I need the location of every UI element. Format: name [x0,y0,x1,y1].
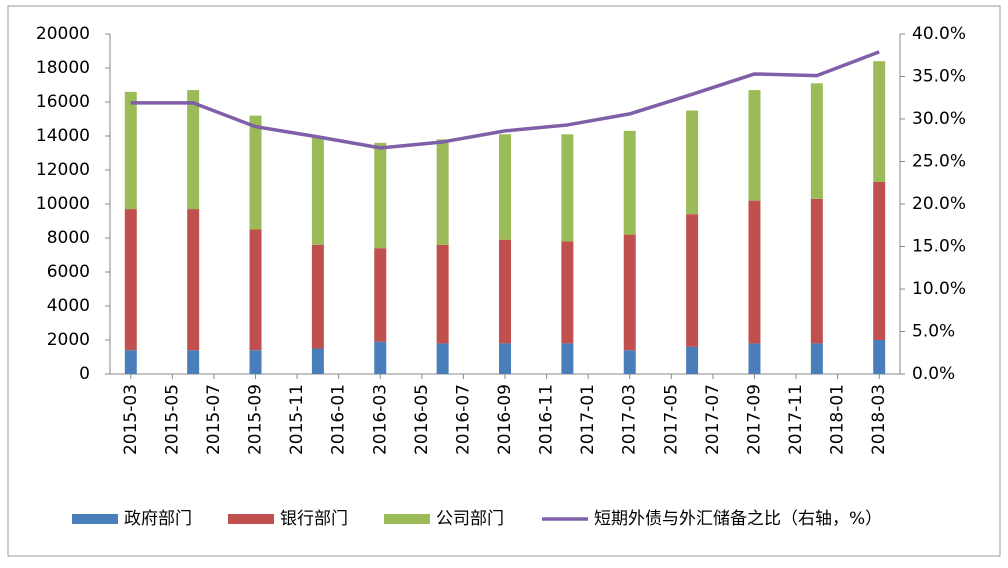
y2-tick-label: 20.0% [912,194,966,214]
legend-label: 银行部门 [280,509,348,529]
legend-label: 政府部门 [124,509,192,529]
y-tick-label: 10000 [36,194,90,214]
bar [499,343,511,374]
legend-swatch [72,514,118,524]
y-tick-label: 12000 [36,160,90,180]
bar [561,134,574,242]
y-tick-label: 6000 [47,262,90,282]
y2-tick-label: 5.0% [912,322,955,342]
bar [249,350,262,374]
bar [436,139,449,245]
bar [810,343,823,374]
bar [499,134,511,240]
x-tick-label: 2018-03 [869,384,889,455]
x-tick-label: 2017-09 [744,384,764,455]
y2-tick-label: 40.0% [912,24,966,44]
bar [623,234,636,351]
y-tick-label: 8000 [47,228,90,248]
x-tick-label: 2017-03 [620,384,640,455]
x-tick-label: 2016-09 [495,384,515,455]
y-tick-label: 14000 [36,126,90,146]
bar [374,248,387,342]
bar [311,137,324,245]
x-tick-label: 2015-05 [162,384,182,455]
y2-tick-label: 10.0% [912,279,966,299]
y-tick-label: 18000 [36,58,90,78]
bar [686,214,699,347]
y-tick-label: 4000 [47,296,90,316]
bar [748,343,761,374]
x-tick-label: 2015-03 [121,384,141,455]
bar [436,343,449,374]
bar [873,181,886,340]
bar [311,348,324,374]
bar [124,209,137,351]
bar [124,91,137,210]
bar [499,239,511,344]
bar [561,241,574,344]
y-tick-label: 2000 [47,330,90,350]
legend-label: 公司部门 [436,509,504,529]
x-tick-label: 2016-11 [537,384,557,455]
x-tick-label: 2017-11 [786,384,806,455]
bar [374,142,387,249]
bar [686,346,699,374]
legend-swatch [228,514,274,524]
y2-tick-label: 25.0% [912,152,966,172]
bar [187,350,200,374]
bar [623,130,636,235]
y-tick-label: 0 [79,364,90,384]
x-tick-label: 2016-07 [453,384,473,455]
x-tick-label: 2015-07 [204,384,224,455]
bar [187,209,200,351]
bar [873,61,886,182]
legend-label: 短期外债与外汇储备之比（右轴，%） [594,509,882,529]
bar [623,350,636,374]
bar [686,110,699,215]
bar [561,343,574,374]
line [130,50,880,150]
y2-tick-label: 30.0% [912,109,966,129]
bar [436,244,449,344]
bar [124,350,137,374]
bar [748,90,761,201]
y2-tick-label: 15.0% [912,237,966,257]
bar [249,229,262,351]
bar [810,198,823,344]
bar [873,340,886,374]
y-tick-label: 20000 [36,24,90,44]
bar [249,115,262,230]
x-tick-label: 2017-01 [578,384,598,455]
x-tick-label: 2015-09 [246,384,266,455]
x-tick-label: 2015-11 [287,384,307,455]
legend-swatch [384,514,430,524]
bar [748,200,761,344]
x-tick-label: 2017-07 [703,384,723,455]
x-tick-label: 2016-05 [412,384,432,455]
y2-tick-label: 35.0% [912,67,966,87]
x-tick-label: 2016-03 [370,384,390,455]
bar [810,83,823,199]
x-tick-label: 2017-05 [661,384,681,455]
bar [374,341,387,374]
bar [311,244,324,349]
y-tick-label: 16000 [36,92,90,112]
y2-tick-label: 0.0% [912,364,955,384]
x-tick-label: 2016-01 [329,384,349,455]
x-tick-label: 2018-01 [828,384,848,455]
bar [187,90,200,210]
